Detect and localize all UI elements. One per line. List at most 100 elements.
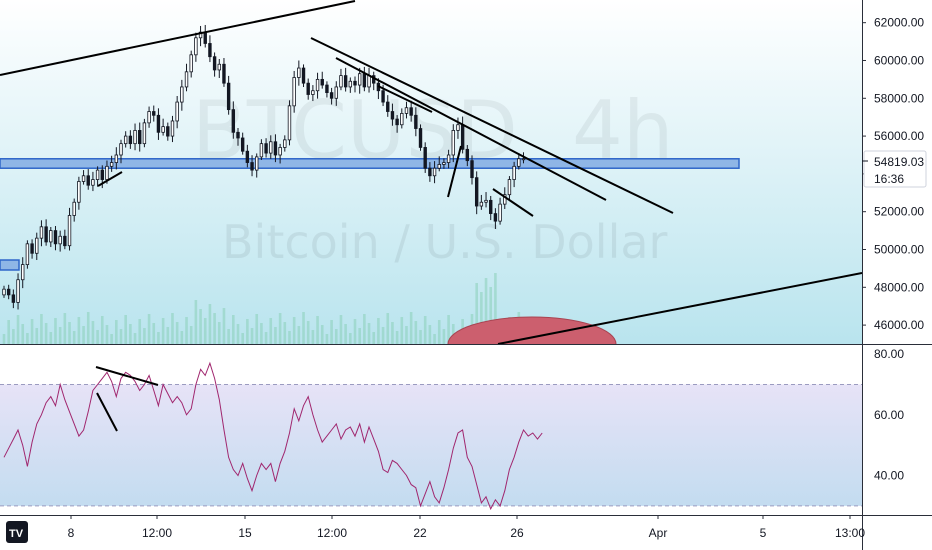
time-axis-label: 12:00 <box>317 526 347 540</box>
volume-bar <box>255 314 259 344</box>
candle-body <box>512 165 516 180</box>
volume-bar <box>119 329 123 344</box>
trendline-upper-left[interactable] <box>0 0 356 76</box>
current-price-tag: 54819.03 16:36 <box>862 150 927 188</box>
volume-bar <box>409 312 413 344</box>
volume-bar <box>82 326 85 344</box>
volume-bar <box>480 292 483 344</box>
candle-body <box>194 37 198 56</box>
support-zone-rectangle[interactable] <box>0 158 740 169</box>
rsi-axis[interactable]: 80.00 60.00 40.00 <box>874 347 904 482</box>
candle-body <box>142 122 147 145</box>
price-axis[interactable]: 62000.0060000.0058000.0056000.0054000.00… <box>862 16 924 332</box>
trendline-main-descending[interactable] <box>310 37 674 214</box>
candle-body <box>11 294 16 303</box>
volume-bar <box>152 323 156 344</box>
volume-bar <box>91 321 95 344</box>
volume-bar <box>208 304 212 344</box>
candle-body <box>381 90 385 103</box>
volume-bar <box>311 330 315 344</box>
volume-bar <box>475 283 478 344</box>
trendline-second-descending[interactable] <box>335 57 607 201</box>
volume-bar <box>54 318 57 344</box>
volume-bar <box>110 334 113 344</box>
candle-body <box>479 201 484 207</box>
price-axis-label: 58000.00 <box>874 91 924 105</box>
candle-body <box>273 141 278 156</box>
candle-body <box>348 80 353 88</box>
volume-bar <box>199 309 202 344</box>
volume-bar <box>77 317 81 344</box>
trendline-short-mid[interactable] <box>377 85 433 113</box>
tradingview-logo[interactable]: TV <box>6 521 28 543</box>
volume-bar <box>180 331 184 344</box>
candle-body <box>437 164 441 169</box>
volume-bar <box>288 331 291 344</box>
rsi-trendlines[interactable] <box>95 366 159 432</box>
volume-bar <box>433 334 436 344</box>
price-axis-label: 48000.00 <box>874 280 924 294</box>
rsi-trendline-left[interactable] <box>96 392 118 432</box>
candle-body <box>58 235 62 245</box>
rsi-axis-label: 80.00 <box>874 347 904 361</box>
candle-body <box>77 181 81 203</box>
candle-body <box>386 101 390 112</box>
logo-glyph: TV <box>9 528 24 540</box>
ellipse-drawing[interactable] <box>447 316 617 371</box>
trendline-small-up[interactable] <box>447 145 462 198</box>
candle-body <box>503 194 507 205</box>
candlestick-series <box>2 24 526 310</box>
candle-body <box>152 111 156 116</box>
volume-bar <box>68 322 71 344</box>
candle-body <box>474 177 479 207</box>
volume-bar <box>391 322 394 344</box>
volume-bar <box>442 329 446 344</box>
candle-body <box>180 86 184 103</box>
volume-bar <box>246 319 249 344</box>
candle-body <box>16 279 20 303</box>
candle-body <box>259 143 264 158</box>
trendline-small-left[interactable] <box>97 171 123 187</box>
volume-bar <box>260 323 263 344</box>
candle-body <box>428 167 432 177</box>
candle-body <box>25 243 30 266</box>
rsi-trendline-top[interactable] <box>95 366 159 386</box>
trendline-drawings[interactable] <box>0 0 862 344</box>
candle-body <box>255 156 259 171</box>
candle-body <box>170 120 175 137</box>
time-axis-label: 13:00 <box>835 526 865 540</box>
candle-body <box>264 143 268 154</box>
candle-body <box>325 84 329 94</box>
candle-body <box>442 162 446 165</box>
candle-body <box>353 80 357 86</box>
volume-bar <box>2 334 6 344</box>
volume-bar <box>349 333 352 344</box>
candle-body <box>30 243 34 254</box>
candle-body <box>395 118 399 126</box>
rsi-axis-label: 40.00 <box>874 469 904 483</box>
volume-bar <box>428 325 432 344</box>
volume-bar <box>232 315 235 344</box>
candle-body <box>423 147 427 169</box>
left-zone-rectangle[interactable] <box>0 259 20 271</box>
candle-body <box>105 165 109 180</box>
candle-body <box>343 75 348 88</box>
candle-body <box>301 67 306 84</box>
time-axis[interactable]: 8 12:00 15 12:00 22 26 Apr 5 13:00 <box>68 515 866 540</box>
rsi-line <box>3 361 543 511</box>
volume-bar <box>334 329 338 344</box>
volume-bar <box>35 328 39 344</box>
trendline-small-down[interactable] <box>492 188 534 217</box>
time-axis-label: 26 <box>510 526 524 540</box>
candle-body <box>390 111 395 120</box>
volume-bar <box>423 316 427 344</box>
candle-body <box>306 82 310 95</box>
candle-body <box>53 230 58 245</box>
candle-body <box>39 226 44 239</box>
candle-body <box>138 130 142 145</box>
candle-body <box>175 101 179 122</box>
volume-bar <box>133 333 137 344</box>
trendline-long-ascending[interactable] <box>497 272 862 344</box>
